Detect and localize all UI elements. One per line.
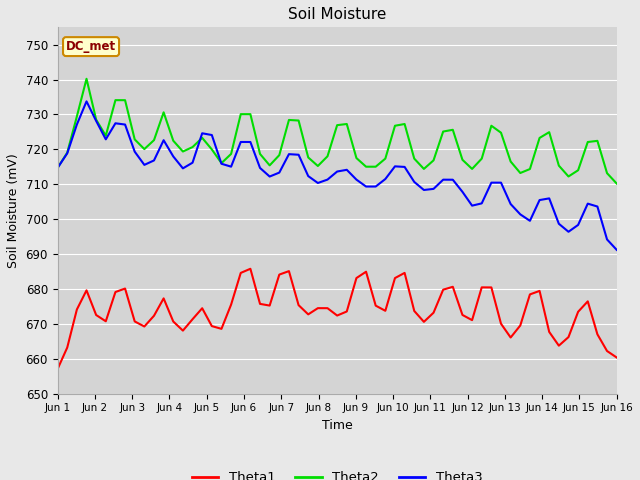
Theta3 [83,98,90,104]
Theta3 [613,247,621,252]
Theta1 [198,305,206,311]
Line: Theta1: Theta1 [58,269,617,369]
Theta1 [353,275,360,281]
Theta2 [468,166,476,172]
Theta2 [54,165,61,171]
Theta3 [150,157,158,163]
Theta1 [246,266,254,272]
Theta1 [73,307,81,312]
Theta2 [83,76,90,82]
Theta2 [121,97,129,103]
Theta2 [208,146,216,152]
Theta2 [353,155,360,161]
Theta2 [613,180,621,186]
Theta3 [121,121,129,127]
Line: Theta3: Theta3 [58,101,617,250]
Line: Theta2: Theta2 [58,79,617,183]
Theta1 [468,317,476,323]
Theta2 [150,137,158,143]
Text: DC_met: DC_met [66,40,116,53]
Theta1 [111,289,119,295]
Legend: Theta1, Theta2, Theta3: Theta1, Theta2, Theta3 [186,466,488,480]
Theta3 [208,132,216,138]
Theta1 [613,355,621,360]
Theta1 [141,324,148,329]
Theta1 [54,366,61,372]
Theta3 [73,121,81,127]
Theta2 [73,114,81,120]
Y-axis label: Soil Moisture (mV): Soil Moisture (mV) [7,153,20,268]
Title: Soil Moisture: Soil Moisture [288,7,387,22]
Theta3 [468,203,476,208]
X-axis label: Time: Time [322,419,353,432]
Theta3 [353,177,360,182]
Theta3 [54,165,61,171]
